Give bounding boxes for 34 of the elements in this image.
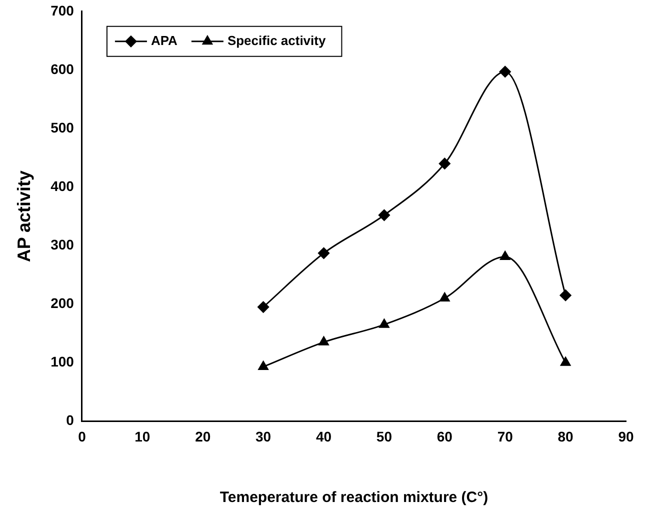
x-tick-label: 90 (618, 428, 634, 444)
x-tick-label: 30 (256, 428, 272, 444)
x-tick-label: 0 (78, 428, 86, 444)
point (318, 336, 329, 346)
y-tick-label: 500 (50, 119, 74, 136)
x-tick-label: 40 (316, 428, 332, 444)
point (318, 247, 330, 259)
x-axis-title: Temeperature of reaction mixture (C°) (220, 489, 488, 506)
point (258, 361, 268, 370)
y-tick-label: 700 (50, 2, 74, 18)
x-tick-label: 70 (497, 428, 514, 444)
x-tick-label: 10 (134, 428, 150, 444)
x-tick-label: 60 (436, 428, 453, 444)
legend-label: APA (150, 32, 178, 48)
legend-label: Specific activity (227, 32, 326, 48)
x-tick-label: 20 (195, 428, 211, 444)
point (560, 356, 571, 366)
y-tick-label: 0 (66, 412, 74, 428)
point (560, 290, 572, 302)
point (500, 250, 510, 260)
point (378, 209, 390, 221)
point (499, 66, 511, 78)
y-tick-label: 400 (50, 178, 74, 194)
point (440, 292, 450, 302)
y-axis-title: AP activity (14, 170, 34, 262)
x-tick-label: 50 (376, 428, 392, 444)
y-tick-label: 300 (50, 236, 74, 252)
y-tick-label: 100 (50, 354, 74, 370)
y-tick-label: 600 (50, 60, 74, 77)
point (258, 301, 270, 313)
x-tick-label: 80 (558, 428, 574, 444)
point (438, 158, 450, 170)
y-tick-label: 200 (50, 294, 74, 311)
point (379, 318, 390, 328)
